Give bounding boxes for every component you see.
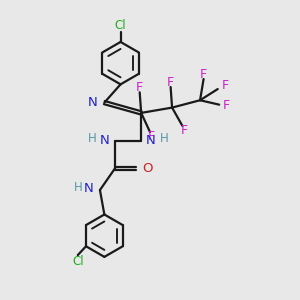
Text: N: N: [146, 134, 156, 147]
Text: F: F: [136, 81, 143, 94]
Text: H: H: [88, 132, 96, 145]
Text: F: F: [167, 76, 174, 89]
Text: F: F: [200, 68, 207, 81]
Text: F: F: [147, 130, 155, 143]
Text: N: N: [100, 134, 110, 147]
Text: H: H: [74, 181, 82, 194]
Text: N: N: [88, 95, 98, 109]
Text: Cl: Cl: [72, 255, 84, 268]
Text: N: N: [84, 182, 94, 195]
Text: O: O: [142, 162, 153, 175]
Text: Cl: Cl: [115, 19, 126, 32]
Text: F: F: [180, 124, 188, 137]
Text: H: H: [159, 132, 168, 145]
Text: F: F: [223, 99, 230, 112]
Text: F: F: [221, 79, 228, 92]
